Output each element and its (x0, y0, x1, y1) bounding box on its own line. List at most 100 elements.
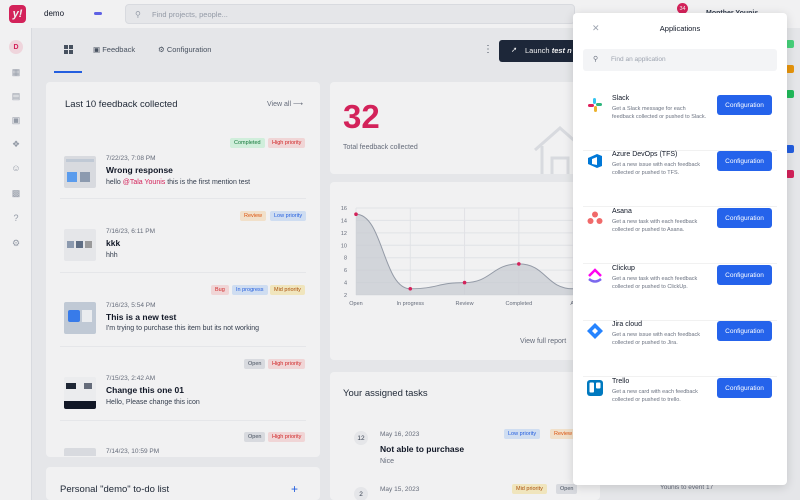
divider (60, 272, 306, 273)
app-name: Jira cloud (612, 321, 642, 328)
chart-x-tick-label: Completed (506, 301, 533, 307)
feedback-screenshot[interactable] (64, 302, 96, 334)
dashboard-icon[interactable]: ▦ (11, 66, 21, 77)
feedback-date: 7/15/23, 2:42 AM (106, 375, 156, 382)
status-chart-card: 16 14 12 10 8 6 4 2 Open In progress Review Complet… (330, 182, 600, 360)
status-badge: Open (244, 432, 266, 442)
priority-badge: Mid priority (270, 285, 305, 295)
settings-icon[interactable]: ⚙ (11, 237, 21, 248)
status-badge: Open (556, 484, 578, 494)
divider (60, 346, 306, 347)
app-description: Get a new issue with each feedback colle… (612, 332, 701, 346)
chart-point (462, 280, 467, 285)
total-feedback-card (330, 82, 600, 174)
arrow-right-icon: ⟶ (292, 101, 303, 108)
app-strip-icon[interactable] (786, 170, 794, 178)
feedback-item[interactable]: Open High priority 7/15/23, 2:42 AM Chan… (46, 357, 320, 429)
task-item[interactable]: 2 May 15, 2023 Mid priority Open (330, 480, 600, 500)
chart-y-tick-label: 8 (344, 256, 347, 262)
app-description: Get a new task with each feedback collec… (612, 219, 698, 233)
house-icon (534, 126, 586, 174)
activity-text: Younis to event 17 (660, 484, 714, 491)
feedback-item[interactable]: Bug In progress Mid priority 7/16/23, 5:… (46, 283, 320, 355)
notification-badge[interactable]: 34 (677, 3, 688, 14)
feedback-item[interactable]: Review Low priority 7/16/23, 6:11 PM kkk… (46, 209, 320, 281)
feedback-screenshot[interactable] (64, 377, 96, 409)
modal-title: Applications (659, 24, 701, 33)
app-description: Get a new card with each feedback collec… (612, 389, 698, 403)
search-placeholder: Find an application (611, 56, 666, 63)
feedback-date: 7/16/23, 6:11 PM (106, 228, 156, 235)
chart-x-tick-label: Open (349, 301, 362, 307)
integrations-icon[interactable]: ❖ (11, 138, 21, 149)
app-strip-icon[interactable] (786, 90, 794, 98)
slack-strip-icon[interactable] (786, 40, 794, 48)
chart-y-tick-label: 10 (341, 243, 347, 249)
app-strip-icon[interactable] (786, 145, 794, 153)
status-badge: Completed (230, 138, 265, 148)
app-strip-icon[interactable] (786, 65, 794, 73)
tab-dashboard[interactable] (64, 45, 73, 56)
app-row-asana: Asana Get a new task with each feedback … (583, 208, 777, 264)
app-logo[interactable]: y! (9, 5, 26, 23)
azure-devops-configuration-button[interactable]: Configuration (717, 151, 772, 171)
feedback-screenshot[interactable] (64, 229, 96, 261)
project-search-input[interactable]: ⚲ Find projects, people... (125, 4, 575, 24)
chart-x-tick-label: In progress (397, 301, 425, 307)
users-icon[interactable]: ☺ (11, 163, 21, 173)
gear-icon: ⚙ (158, 45, 165, 54)
feedback-item[interactable]: Open High priority 7/14/23, 10:59 PM (46, 430, 320, 456)
total-feedback-label: Total feedback collected (343, 144, 418, 151)
todo-title: Personal "demo" to-do list (60, 484, 170, 495)
feedback-title: kkk (106, 238, 121, 248)
tab-feedback[interactable]: ▣ Feedback (93, 45, 135, 54)
feedback-item[interactable]: Completed High priority 7/22/23, 7:08 PM… (46, 136, 320, 208)
app-name: Azure DevOps (TFS) (612, 151, 678, 158)
trello-configuration-button[interactable]: Configuration (717, 378, 772, 398)
chart-x-tick-label: Review (456, 301, 474, 307)
tab-configuration[interactable]: ⚙ Configuration (158, 45, 211, 54)
app-row-azure-devops: Azure DevOps (TFS) Get a new issue with … (583, 151, 777, 207)
chart-area (356, 214, 574, 295)
close-icon[interactable]: ✕ (592, 23, 600, 33)
priority-badge: High priority (268, 359, 306, 369)
tab-configuration-label: Configuration (166, 45, 212, 54)
view-full-report-link[interactable]: View full report (520, 338, 567, 345)
feedback-screenshot[interactable] (64, 156, 96, 188)
add-todo-icon[interactable]: + (291, 482, 299, 496)
priority-badge: Low priority (504, 429, 541, 439)
workspace-name[interactable]: demo (44, 9, 65, 18)
trash-icon[interactable]: ▩ (11, 187, 21, 198)
app-description: Get a new issue with each feedback colle… (612, 162, 701, 176)
user-mention[interactable]: @Tala Younis (122, 179, 166, 186)
app-name: Trello (612, 378, 630, 385)
help-icon[interactable]: ? (13, 213, 19, 223)
slack-icon (587, 97, 603, 113)
more-options-icon[interactable]: ⋮ (483, 44, 493, 55)
feedback-text: hhh (106, 252, 118, 259)
slack-configuration-button[interactable]: Configuration (717, 95, 772, 115)
workspace-switch-icon[interactable] (94, 12, 102, 15)
view-all-link[interactable]: View all ⟶ (267, 100, 303, 108)
clickup-configuration-button[interactable]: Configuration (717, 265, 772, 285)
jira-icon (587, 323, 603, 339)
project-avatar[interactable]: D (9, 40, 23, 54)
feedback-screenshot[interactable] (64, 448, 96, 456)
task-number: 2 (354, 487, 368, 500)
inbox-icon[interactable]: ▤ (11, 90, 21, 101)
azure-devops-icon (587, 153, 603, 169)
jira-configuration-button[interactable]: Configuration (717, 321, 772, 341)
asana-configuration-button[interactable]: Configuration (717, 208, 772, 228)
application-search-input[interactable]: ⚲ Find an application (583, 49, 777, 71)
feedback-text: Hello, Please change this icon (106, 399, 200, 406)
feedback-card-title: Last 10 feedback collected (65, 99, 178, 110)
clickup-icon (587, 267, 603, 283)
todo-card (46, 467, 320, 500)
app-name: Clickup (612, 265, 635, 272)
launch-label: Launch (525, 46, 550, 55)
app-row-trello: Trello Get a new card with each feedback… (583, 378, 777, 434)
board-icon[interactable]: ▣ (11, 114, 21, 125)
status-badge: Review (240, 211, 267, 221)
task-date: May 16, 2023 (380, 431, 420, 438)
